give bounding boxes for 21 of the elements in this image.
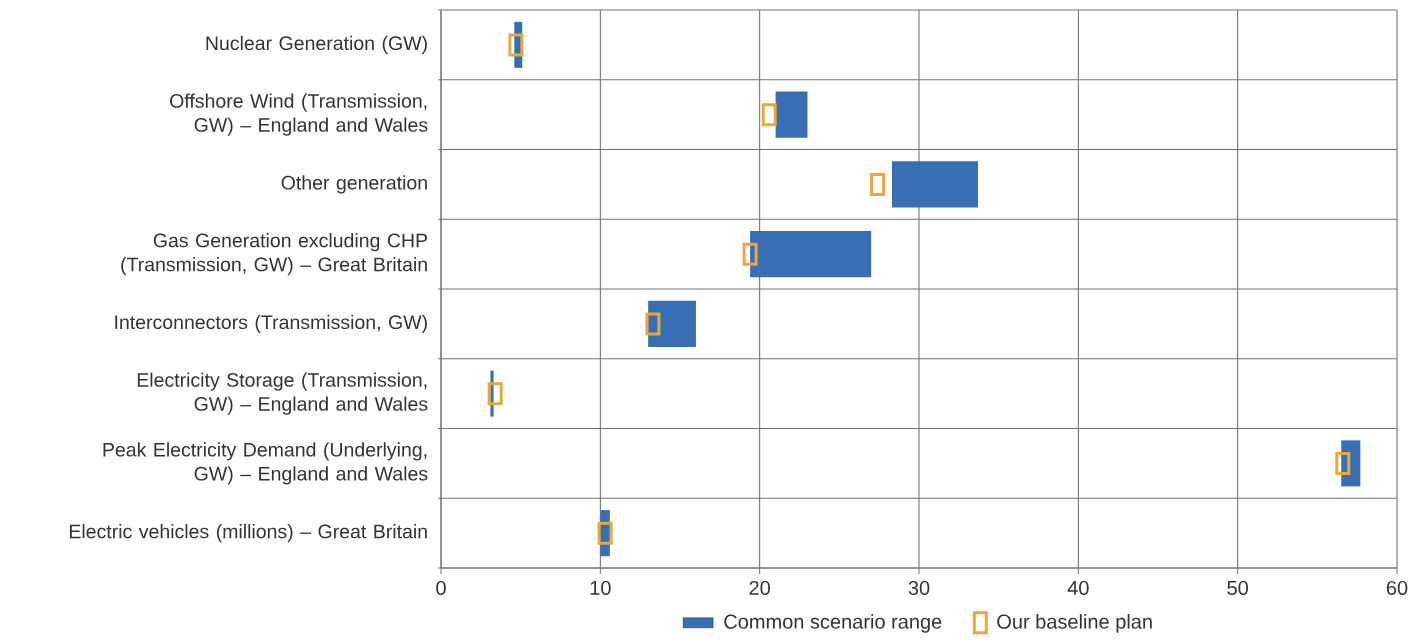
bar: [648, 300, 696, 347]
y-tick-label: Peak Electricity Demand (Underlying, GW) – England and Wales: [103, 442, 428, 485]
legend-label: Common scenario range: [724, 614, 942, 633]
x-tick-label: 30: [908, 580, 930, 596]
x-tick-label: 0: [436, 580, 446, 596]
y-tick-label: Gas Generation excluding CHP (Transmission, GW) – Great Britain: [121, 233, 428, 276]
x-tick-label: 40: [1067, 580, 1089, 596]
x-tick-label: 20: [749, 580, 770, 596]
y-tick-label: Electric vehicles (millions) – Great Britain: [69, 524, 427, 543]
x-tick-label: 10: [590, 580, 611, 596]
y-tick-label: Electricity Storage (Transmission, GW) – England and Wales: [137, 372, 428, 415]
y-tick-label: Interconnectors (Transmission, GW): [115, 314, 427, 333]
y-tick-label: Other generation: [281, 175, 427, 194]
y-tick-label: Nuclear Generation (GW): [206, 35, 427, 54]
bar: [775, 91, 808, 138]
y-tick-label: Offshore Wind (Transmission, GW) – England and Wales: [170, 93, 428, 136]
bar: [750, 231, 872, 278]
bar: [891, 161, 978, 208]
x-tick-label: 50: [1227, 580, 1248, 596]
legend-label: Our baseline plan: [997, 614, 1152, 633]
x-tick-label: 60: [1386, 580, 1408, 596]
